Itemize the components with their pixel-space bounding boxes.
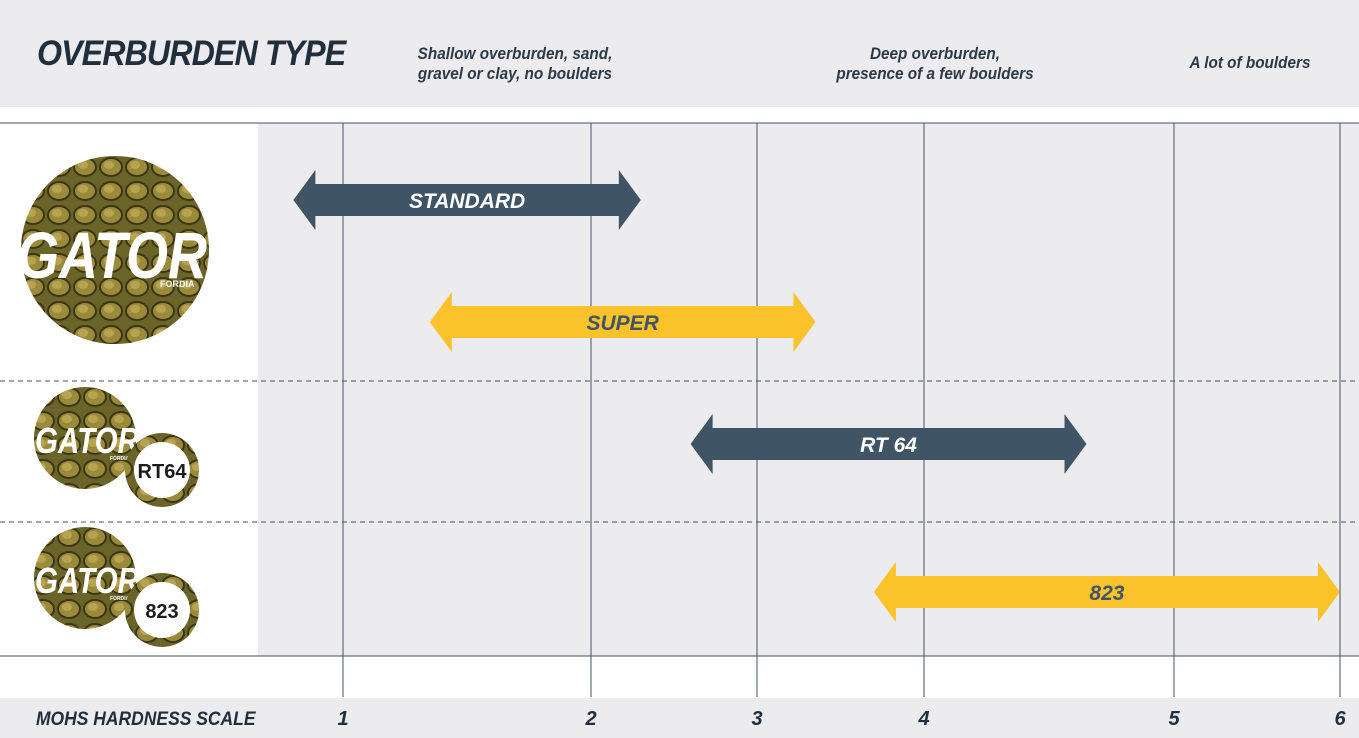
category-shallow-line2: gravel or clay, no boulders bbox=[417, 64, 613, 83]
gator-wordmark: GATOR bbox=[35, 560, 139, 601]
category-deep-line1: Deep overburden, bbox=[869, 44, 1001, 63]
gator-skin-texture bbox=[34, 387, 136, 489]
fordia-brand: FORDIA bbox=[160, 279, 195, 289]
gator-823-logo: GATOR FORDIA 823 bbox=[34, 527, 199, 647]
category-boulders: A lot of boulders bbox=[1189, 53, 1311, 72]
badge-center bbox=[134, 442, 190, 498]
gator-skin-texture bbox=[21, 156, 209, 344]
category-shallow-line1: Shallow overburden, sand, bbox=[417, 44, 613, 63]
x-tick-label: 3 bbox=[751, 708, 763, 730]
gator-rt64-logo: GATOR FORDIA RT64 bbox=[34, 387, 199, 507]
gator-wordmark: GATOR bbox=[35, 420, 139, 461]
range-arrow-super bbox=[429, 292, 816, 352]
range-label: RT 64 bbox=[860, 434, 917, 457]
gator-wordmark: GATOR bbox=[20, 218, 207, 292]
range-arrow-rt64 bbox=[690, 414, 1087, 474]
footer-band bbox=[0, 698, 1359, 738]
fordia-brand: FORDIA bbox=[110, 456, 130, 462]
x-tick-label: 6 bbox=[1334, 708, 1346, 730]
x-tick-label: 1 bbox=[337, 708, 349, 730]
823-badge-label: 823 bbox=[145, 601, 178, 623]
x-axis-title: MOHS HARDNESS SCALE bbox=[36, 709, 256, 730]
range-label: 823 bbox=[1089, 582, 1124, 605]
range-arrow-823 bbox=[873, 562, 1340, 622]
rt64-badge-label: RT64 bbox=[138, 461, 188, 483]
range-label: STANDARD bbox=[409, 190, 525, 213]
category-deep-line2: presence of a few boulders bbox=[836, 64, 1034, 83]
chart-title: OVERBURDEN TYPE bbox=[37, 34, 346, 73]
x-tick-label: 4 bbox=[918, 708, 930, 730]
x-tick-label: 5 bbox=[1168, 708, 1180, 730]
header-band bbox=[0, 0, 1359, 107]
category-shallow: Shallow overburden, sand, gravel or clay… bbox=[403, 44, 628, 84]
range-label: SUPER bbox=[586, 312, 659, 335]
gator-skin-texture bbox=[34, 527, 136, 629]
badge-center bbox=[134, 582, 190, 638]
range-arrow-standard bbox=[293, 170, 641, 230]
x-tick-label: 2 bbox=[585, 708, 597, 730]
category-deep: Deep overburden, presence of a few bould… bbox=[823, 44, 1048, 84]
gator-logo: GATOR FORDIA bbox=[20, 156, 209, 344]
fordia-brand: FORDIA bbox=[110, 596, 130, 602]
